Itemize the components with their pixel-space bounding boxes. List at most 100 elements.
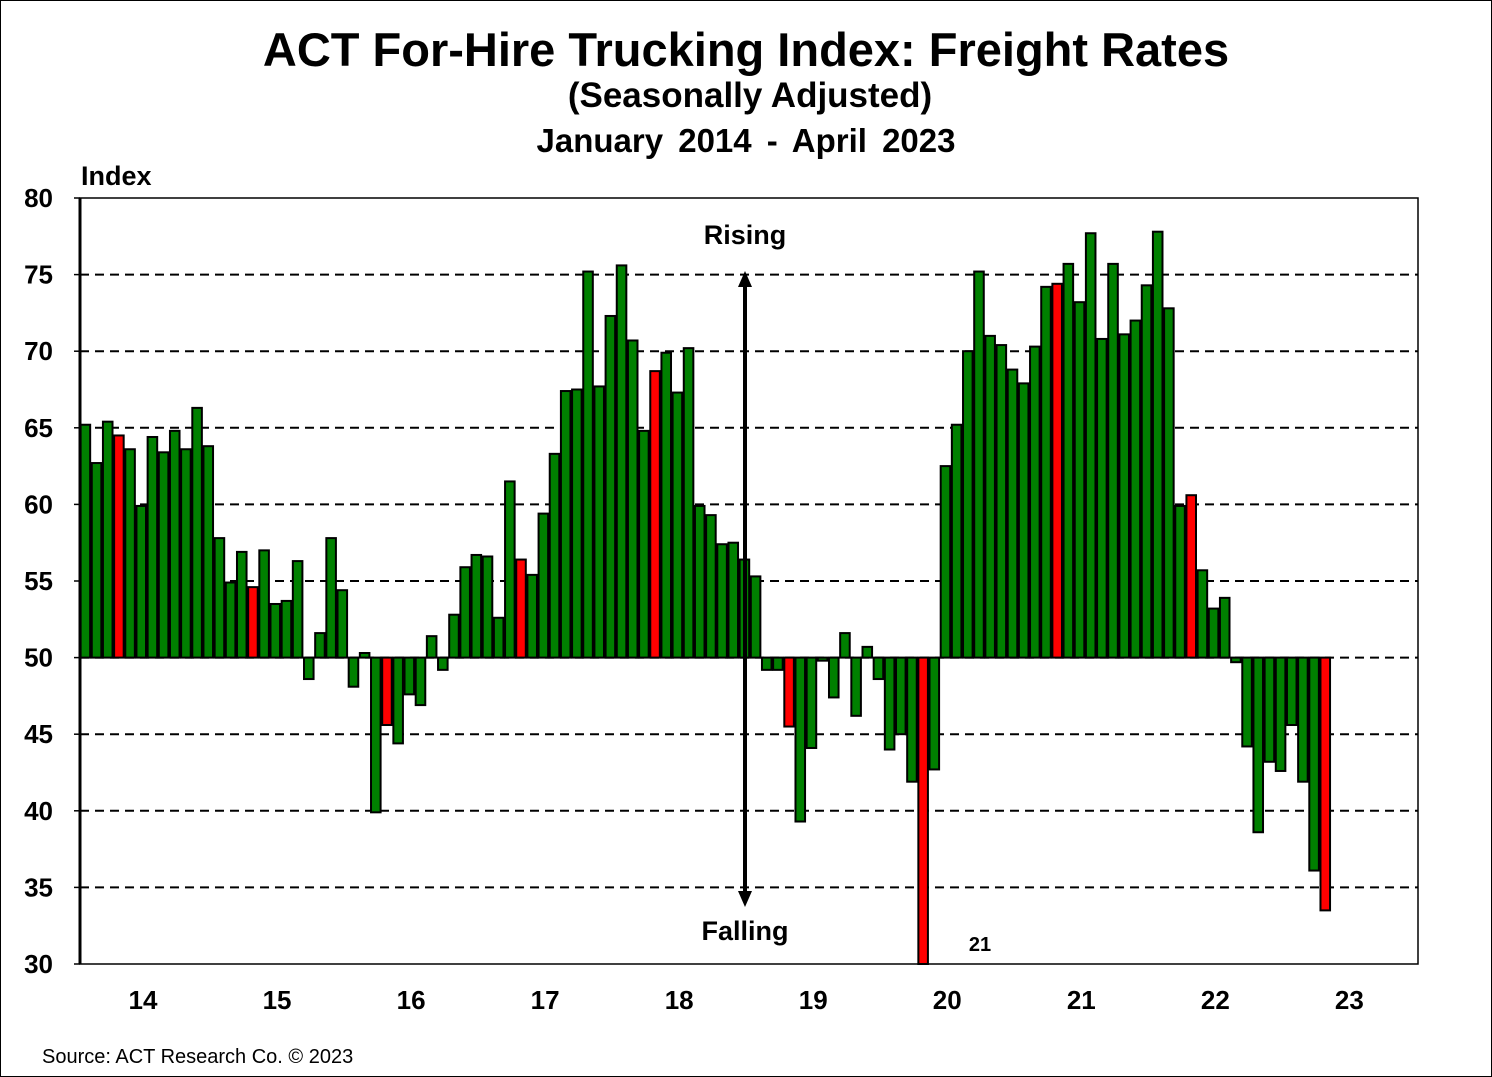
bar — [682, 347, 695, 659]
bar — [157, 451, 170, 659]
bar — [582, 270, 594, 659]
bar — [1174, 504, 1186, 659]
bar — [269, 602, 282, 659]
bar-april — [1051, 282, 1063, 659]
bar — [660, 351, 673, 659]
x-tick-label: 18 — [665, 985, 694, 1015]
bar — [1163, 307, 1175, 659]
bar — [727, 541, 740, 659]
x-tick-label: 15 — [263, 985, 292, 1015]
bar-april — [917, 656, 929, 965]
bar — [794, 656, 807, 823]
bar — [760, 656, 773, 671]
bar — [805, 656, 818, 749]
bar — [1107, 262, 1119, 659]
bar — [1207, 607, 1220, 659]
y-tick-label: 45 — [24, 719, 53, 749]
bar — [459, 566, 471, 659]
bar — [995, 344, 1008, 659]
bar — [604, 314, 617, 659]
bar — [370, 656, 382, 814]
bar-april — [381, 656, 393, 727]
bar — [358, 652, 371, 659]
bar — [816, 656, 829, 662]
bar — [1241, 656, 1253, 748]
y-tick-label: 50 — [24, 643, 53, 673]
bar — [1140, 284, 1153, 659]
bar — [425, 635, 438, 659]
bar — [883, 656, 896, 751]
x-tick-label: 19 — [799, 985, 828, 1015]
y-tick-label: 40 — [24, 796, 53, 826]
bar — [526, 573, 538, 659]
bar — [950, 423, 963, 659]
bar — [1040, 285, 1052, 659]
bar — [1297, 656, 1309, 783]
bar — [895, 656, 907, 736]
bar — [626, 339, 639, 659]
bar — [1230, 656, 1242, 664]
falling-label: Falling — [702, 916, 789, 946]
y-tick-label: 65 — [24, 413, 53, 443]
bar — [1118, 333, 1130, 659]
bar — [705, 514, 717, 659]
bar — [504, 480, 516, 659]
rising-label: Rising — [704, 220, 787, 250]
bar — [492, 616, 505, 659]
bar-april — [113, 434, 125, 659]
y-tick-label: 55 — [24, 566, 53, 596]
bar — [168, 429, 181, 659]
bar — [1218, 596, 1231, 659]
arrow-up-icon — [738, 271, 752, 287]
bar — [347, 656, 360, 688]
bar — [571, 388, 583, 659]
bar — [827, 656, 840, 699]
bar — [772, 656, 784, 671]
bar — [235, 550, 248, 659]
bar — [537, 512, 550, 659]
bar — [1073, 301, 1086, 659]
bar — [414, 656, 427, 707]
x-tick-label: 14 — [129, 985, 158, 1015]
bar — [638, 429, 650, 659]
bar — [1129, 319, 1142, 659]
bar — [1151, 230, 1164, 659]
bar — [180, 448, 192, 659]
bar — [336, 589, 349, 659]
bar — [1029, 345, 1041, 659]
y-tick-label: 70 — [24, 336, 53, 366]
chart-subtitle: (Seasonally Adjusted) — [567, 76, 933, 115]
bar — [1274, 656, 1287, 772]
bar — [548, 452, 561, 659]
bar — [973, 270, 985, 659]
bar — [191, 406, 203, 659]
bar — [135, 504, 148, 659]
bar — [939, 465, 952, 659]
bar — [392, 656, 404, 745]
bar — [861, 645, 874, 659]
bar — [671, 391, 684, 659]
bar — [1017, 382, 1030, 659]
bar — [1252, 656, 1265, 834]
bar — [1096, 337, 1108, 659]
bar — [1308, 656, 1320, 872]
bar — [906, 656, 918, 783]
bar — [1006, 368, 1019, 659]
bar — [314, 632, 326, 659]
bar — [716, 543, 728, 659]
bar — [146, 435, 159, 659]
y-tick-label: 60 — [24, 489, 53, 519]
y-tick-label: 75 — [24, 260, 53, 290]
x-tick-label: 21 — [1067, 985, 1096, 1015]
bar — [962, 350, 974, 659]
bar — [303, 656, 315, 681]
bar — [90, 462, 103, 659]
bar-april — [1319, 656, 1332, 912]
y-tick-label: 80 — [24, 183, 53, 213]
bar — [1196, 569, 1209, 659]
bar — [470, 553, 483, 659]
bar-april — [247, 586, 259, 659]
chart-title: ACT For-Hire Trucking Index: Freight Rat… — [262, 23, 1230, 76]
x-tick-label: 17 — [531, 985, 560, 1015]
y-axis-label: Index — [81, 161, 152, 191]
